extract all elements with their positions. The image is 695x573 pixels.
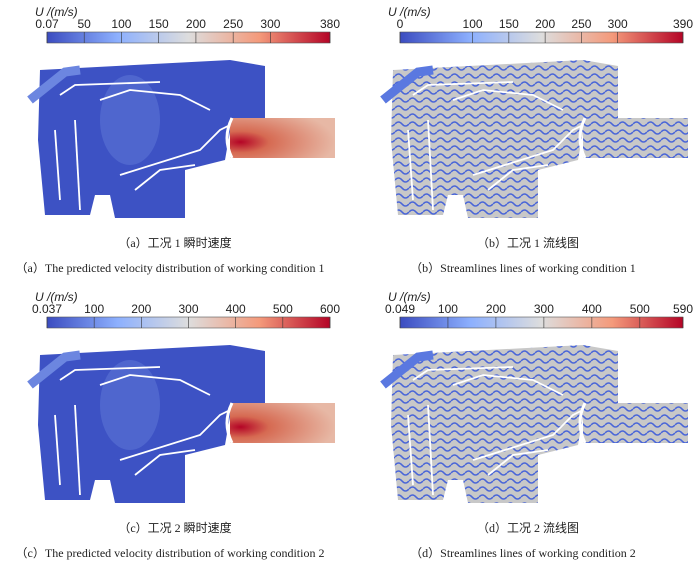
- caption-zh: （b）工况 1 流线图: [477, 236, 579, 250]
- outlet: [230, 403, 335, 443]
- wall: [134, 449, 196, 476]
- colorbar: [399, 316, 684, 329]
- domain: [391, 60, 618, 218]
- domain: [391, 345, 618, 503]
- caption-en: （b）Streamlines lines of working conditio…: [410, 261, 636, 275]
- caption-zh: （a）工况 1 瞬时速度: [118, 235, 231, 250]
- colorbar-tick-label: 0.037: [32, 302, 62, 316]
- colorbar-tick-label: 0: [397, 17, 404, 31]
- colorbar-tick-label: 600: [320, 302, 340, 316]
- colorbar-tick-label: 300: [260, 17, 280, 31]
- wall: [134, 164, 196, 191]
- colorbar-tick-label: 0.07: [35, 17, 59, 31]
- wall: [99, 374, 211, 396]
- colorbar-tick-label: 100: [438, 302, 458, 316]
- wall: [472, 124, 584, 176]
- colorbar-label: U /(m/s): [388, 290, 431, 304]
- wall: [452, 374, 564, 396]
- inlet-arm: [27, 65, 81, 104]
- caption-en: （d）Streamlines lines of working conditio…: [410, 546, 636, 560]
- colorbar-tick-label: 0.049: [385, 302, 415, 316]
- colorbar-tick-label: 300: [534, 302, 554, 316]
- wall: [59, 81, 161, 96]
- colorbar-tick-label: 200: [535, 17, 555, 31]
- inlet-arm: [380, 65, 434, 104]
- colorbar-tick-label: 300: [178, 302, 198, 316]
- caption-en: （a）The predicted velocity distribution o…: [16, 261, 325, 275]
- wall: [74, 119, 81, 211]
- wall: [412, 81, 514, 96]
- colorbar-tick-label: 150: [149, 17, 169, 31]
- colorbar-tick-label: 50: [78, 17, 92, 31]
- colorbar-tick-label: 500: [630, 302, 650, 316]
- panel: U /(m/s)0 100 150 200 250 300 390 （b）工况 1 流线图 （b…: [380, 5, 693, 275]
- wall: [119, 124, 231, 176]
- wall: [74, 404, 81, 496]
- flow-field: [27, 345, 335, 503]
- wall: [119, 409, 231, 461]
- colorbar-tick-label: 380: [320, 17, 340, 31]
- colorbar-tick-label: 590: [673, 302, 693, 316]
- colorbar-label: U /(m/s): [35, 5, 78, 19]
- colorbar-tick-label: 400: [582, 302, 602, 316]
- caption-en: （c）The predicted velocity distribution o…: [16, 546, 325, 560]
- colorbar-tick-label: 300: [608, 17, 628, 31]
- wall: [407, 414, 414, 486]
- wall: [407, 129, 414, 201]
- nozzle: [578, 402, 587, 444]
- swirl: [100, 360, 160, 450]
- panel: U /(m/s)0.037 100 200 300 400 500 600 （c）工况 2 瞬…: [16, 290, 341, 560]
- wall: [412, 366, 514, 381]
- caption-zh: （c）工况 2 瞬时速度: [118, 520, 231, 535]
- colorbar-tick-label: 100: [111, 17, 131, 31]
- flow-field: [27, 60, 335, 218]
- panel: U /(m/s)0.07 50 100 150 200 250 300 380 （a）工况 1 …: [16, 5, 341, 275]
- wall: [427, 404, 434, 496]
- outlet: [230, 118, 335, 158]
- colorbar-tick-label: 100: [463, 17, 483, 31]
- colorbar-tick-label: 250: [223, 17, 243, 31]
- colorbar-tick-label: 100: [84, 302, 104, 316]
- nozzle: [225, 117, 234, 159]
- wall: [487, 449, 549, 476]
- wall: [427, 119, 434, 211]
- colorbar-tick-label: 390: [673, 17, 693, 31]
- colorbar-tick-label: 200: [131, 302, 151, 316]
- colorbar: [399, 31, 684, 44]
- nozzle: [578, 117, 587, 159]
- wall: [59, 366, 161, 381]
- nozzle: [225, 402, 234, 444]
- flow-field: [380, 60, 688, 218]
- swirl: [100, 75, 160, 165]
- colorbar-tick-label: 200: [486, 302, 506, 316]
- caption-zh: （d）工况 2 流线图: [477, 521, 579, 535]
- outlet: [583, 403, 688, 443]
- wall: [487, 164, 549, 191]
- colorbar-tick-label: 200: [186, 17, 206, 31]
- colorbar-label: U /(m/s): [35, 290, 78, 304]
- inlet-arm: [27, 350, 81, 389]
- wall: [54, 129, 61, 201]
- wall: [472, 409, 584, 461]
- wall: [54, 414, 61, 486]
- colorbar-tick-label: 150: [499, 17, 519, 31]
- inlet-arm: [380, 350, 434, 389]
- colorbar-tick-label: 500: [273, 302, 293, 316]
- colorbar-tick-label: 400: [226, 302, 246, 316]
- colorbar-tick-label: 250: [571, 17, 591, 31]
- wall: [99, 89, 211, 111]
- panel: U /(m/s)0.049 100 200 300 400 500 590 （d）工况 2 流…: [380, 290, 693, 560]
- wall: [452, 89, 564, 111]
- colorbar-label: U /(m/s): [388, 5, 431, 19]
- outlet: [583, 118, 688, 158]
- flow-field: [380, 345, 688, 503]
- colorbar: [46, 31, 331, 44]
